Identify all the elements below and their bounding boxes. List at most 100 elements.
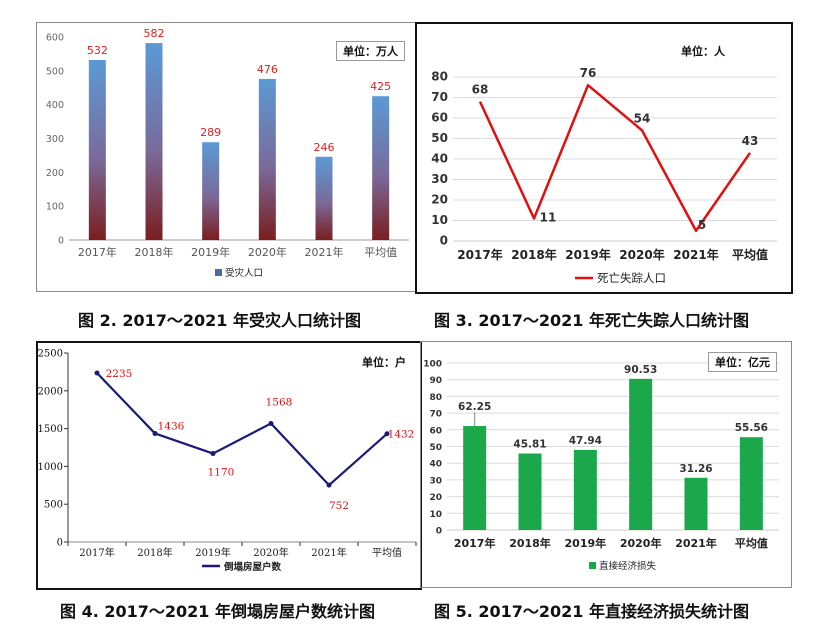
x-tick-label: 2020年 xyxy=(619,247,664,262)
y-tick-label: 20 xyxy=(429,493,442,503)
y-tick-label: 0 xyxy=(440,234,448,248)
y-tick-label: 0 xyxy=(57,538,63,549)
y-tick-label: 30 xyxy=(431,172,448,186)
data-label: 476 xyxy=(257,63,278,76)
data-label: 246 xyxy=(314,141,335,154)
y-tick-label: 0 xyxy=(58,236,64,247)
x-tick-label: 2018年 xyxy=(135,245,174,259)
data-label: 1432 xyxy=(388,429,415,441)
caption-fig5: 图 5. 2017～2021 年直接经济损失统计图 xyxy=(434,602,749,621)
data-label: 1436 xyxy=(158,420,185,432)
chart-fig4: 0 500 1000 1500 2000 2500 2017年 2018年 2019年 2020年… xyxy=(38,349,417,573)
x-tick-label: 2021年 xyxy=(673,247,718,262)
bar xyxy=(315,156,333,240)
x-tick-label: 2018年 xyxy=(137,546,172,559)
x-tick-label: 2021年 xyxy=(311,546,346,559)
bar xyxy=(629,378,653,530)
data-point xyxy=(152,430,158,436)
data-point xyxy=(384,431,390,437)
chart-panel-fig2: 0 100 200 300 400 500 600 2017年 2018年 2019年 2020年 2… xyxy=(36,22,416,292)
chart-panel-fig4: 0 500 1000 1500 2000 2500 2017年 2018年 2019年 2020年… xyxy=(36,341,422,590)
x-tick-label: 2017年 xyxy=(79,546,114,559)
y-tick-label: 30 xyxy=(429,476,442,486)
caption-fig4: 图 4. 2017～2021 年倒塌房屋户数统计图 xyxy=(60,602,375,621)
y-tick-label: 2000 xyxy=(38,386,63,397)
data-label: 54 xyxy=(634,111,651,125)
unit-label-fig2: 单位：万人 xyxy=(336,41,405,61)
y-tick-label: 100 xyxy=(423,360,442,370)
data-label: 90.53 xyxy=(624,364,657,376)
legend-swatch xyxy=(589,562,596,569)
unit-label-fig4: 单位：户 xyxy=(356,353,412,371)
chart-fig5: 0 10 20 30 40 50 60 70 80 90 100 2017年 2018年 2019年 202… xyxy=(423,360,779,572)
x-tick-label: 2020年 xyxy=(248,245,287,259)
bar xyxy=(88,60,106,240)
chart-fig2: 0 100 200 300 400 500 600 2017年 2018年 2019年 2020年 2… xyxy=(46,27,409,279)
y-tick-label: 1000 xyxy=(38,462,63,473)
bar xyxy=(372,96,390,240)
caption-fig3: 图 3. 2017～2021 年死亡失踪人口统计图 xyxy=(434,311,749,330)
chart-panel-fig3: 0 10 20 30 40 50 60 70 80 2017年 2018年 2019年 2020年 202… xyxy=(415,22,793,294)
data-label: 68 xyxy=(472,83,489,97)
data-point xyxy=(326,482,332,488)
bar xyxy=(739,437,763,530)
bar xyxy=(202,142,220,240)
data-point xyxy=(268,420,274,426)
y-tick-label: 50 xyxy=(431,131,448,145)
x-tick-label: 2021年 xyxy=(675,536,717,550)
y-tick-label: 400 xyxy=(46,100,64,111)
data-label: 43 xyxy=(742,134,759,148)
x-tick-label: 2018年 xyxy=(509,536,551,550)
y-tick-label: 10 xyxy=(429,510,442,520)
legend-label: 直接经济损失 xyxy=(599,560,657,572)
data-label: 289 xyxy=(200,126,221,139)
y-tick-label: 2500 xyxy=(38,349,63,360)
data-label: 1568 xyxy=(266,396,293,408)
y-tick-label: 500 xyxy=(44,500,63,511)
x-tick-label: 2019年 xyxy=(191,245,230,259)
data-label: 31.26 xyxy=(679,463,712,475)
data-label: 47.94 xyxy=(569,435,602,447)
legend-label: 倒塌房屋户数 xyxy=(223,561,282,573)
data-label: 5 xyxy=(698,218,706,232)
x-tick-label: 平均值 xyxy=(735,536,768,550)
y-tick-label: 60 xyxy=(429,426,442,436)
legend-swatch xyxy=(215,269,222,276)
x-tick-label: 2021年 xyxy=(305,245,344,259)
y-tick-label: 70 xyxy=(429,410,442,420)
y-tick-label: 20 xyxy=(431,193,448,207)
x-tick-label: 平均值 xyxy=(372,546,402,559)
y-tick-label: 500 xyxy=(46,66,64,77)
data-label: 752 xyxy=(329,500,349,512)
data-label: 45.81 xyxy=(513,438,546,450)
y-tick-label: 1500 xyxy=(38,424,63,435)
x-tick-label: 2020年 xyxy=(620,536,662,550)
data-point xyxy=(210,451,216,457)
bar xyxy=(518,453,542,530)
legend-label: 受灾人口 xyxy=(225,267,263,279)
chart-fig3: 0 10 20 30 40 50 60 70 80 2017年 2018年 2019年 2020年 202… xyxy=(431,66,777,285)
x-tick-label: 平均值 xyxy=(364,246,397,259)
bar xyxy=(684,477,708,530)
data-label: 2235 xyxy=(106,368,133,380)
y-tick-label: 600 xyxy=(46,33,64,44)
y-tick-label: 70 xyxy=(431,90,448,104)
bar xyxy=(145,43,163,241)
y-tick-label: 80 xyxy=(429,393,442,403)
y-tick-label: 50 xyxy=(429,443,442,453)
series-line xyxy=(96,372,388,487)
y-tick-label: 90 xyxy=(429,376,442,386)
series-line xyxy=(478,83,752,232)
x-tick-label: 2019年 xyxy=(195,546,230,559)
x-tick-label: 2020年 xyxy=(253,546,288,559)
x-tick-label: 2019年 xyxy=(565,247,610,262)
bar xyxy=(463,426,487,530)
caption-fig2: 图 2. 2017～2021 年受灾人口统计图 xyxy=(78,311,361,330)
bar xyxy=(258,78,276,240)
y-tick-label: 0 xyxy=(436,527,442,537)
y-tick-label: 40 xyxy=(431,152,448,166)
y-tick-label: 300 xyxy=(46,134,64,145)
data-label: 425 xyxy=(370,80,391,93)
data-label: 1170 xyxy=(208,467,235,479)
data-label: 532 xyxy=(87,44,108,57)
